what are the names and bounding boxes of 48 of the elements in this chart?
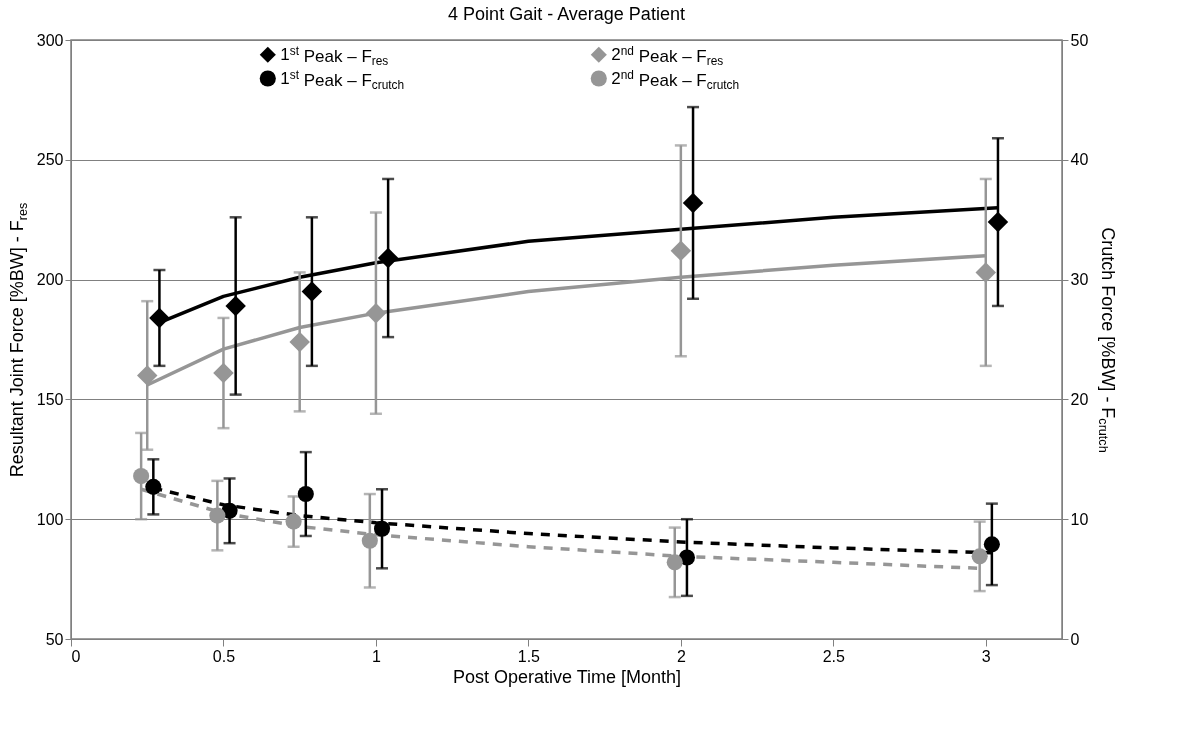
legend-label: 2$^{nd}$ Peak – F$_{crutch}$ [611, 67, 740, 93]
point [225, 295, 246, 317]
x-tick-label: 0 [71, 647, 81, 665]
y2-tick-label: 0 [1070, 630, 1080, 648]
point [133, 468, 150, 485]
y-tick-label: 300 [36, 31, 64, 49]
point [987, 211, 1009, 233]
x-axis-title: Post Operative Time [Month] [452, 666, 682, 687]
x-tick-label: 2 [676, 647, 686, 665]
point [221, 502, 238, 519]
chart-title: 4 Point Gait - Average Patient [448, 4, 685, 24]
point [145, 478, 162, 495]
y-tick-label: 200 [36, 271, 64, 289]
x-tick-label: 2.5 [822, 647, 846, 665]
point [983, 536, 1000, 553]
point [301, 281, 323, 302]
point [971, 548, 988, 565]
point [209, 507, 226, 524]
x-tick-label: 0.5 [212, 647, 236, 665]
legend-label: 1$^{st}$ Peak – F$_{crutch}$ [280, 67, 405, 93]
y2-tick-label: 10 [1070, 510, 1089, 528]
y-tick-label: 250 [36, 151, 64, 169]
point [670, 240, 692, 262]
y-tick-label: 100 [36, 510, 64, 528]
x-tick-label: 3 [981, 647, 991, 665]
point [213, 362, 234, 384]
y-tick-label: 50 [45, 630, 64, 648]
y-tick-label: 150 [36, 390, 64, 408]
point [297, 486, 314, 503]
y2-tick-label: 50 [1070, 31, 1089, 49]
point [377, 247, 399, 269]
point [149, 307, 170, 329]
point [666, 554, 683, 571]
legend-label: 1$^{st}$ Peak – F$_{res}$ [280, 43, 389, 69]
point [289, 331, 310, 353]
y2-tick-label: 20 [1070, 390, 1089, 408]
point [365, 302, 387, 324]
point [373, 520, 391, 537]
y2-tick-label: 30 [1070, 271, 1089, 289]
point [361, 532, 378, 549]
point [682, 192, 704, 214]
point [136, 365, 158, 386]
point [975, 262, 997, 283]
y2-tick-label: 40 [1070, 151, 1089, 169]
legend-label: 2$^{nd}$ Peak – F$_{res}$ [611, 43, 724, 69]
point [285, 513, 302, 530]
x-tick-label: 1.5 [517, 647, 541, 665]
x-tick-label: 1 [371, 647, 381, 665]
